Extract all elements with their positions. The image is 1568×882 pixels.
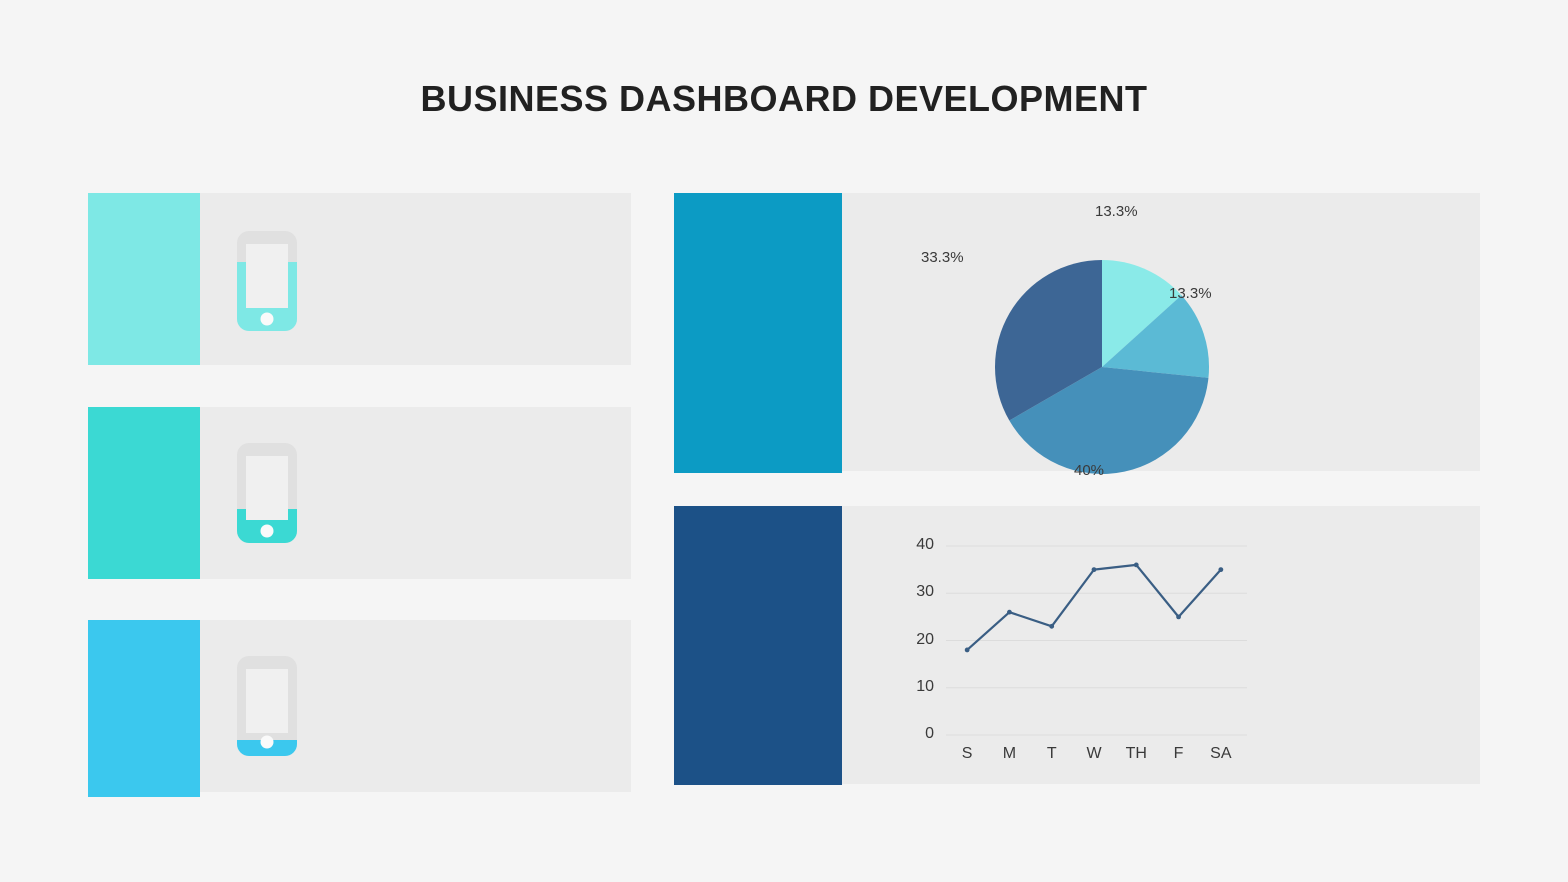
line-chart-svg — [946, 545, 1247, 736]
mobile-phone-icon — [235, 654, 299, 758]
pie-slice-label-3: 33.3% — [921, 249, 964, 266]
line-chart-accent-block — [674, 506, 842, 785]
line-series[interactable] — [966, 563, 1222, 652]
pie-slice-2[interactable] — [1009, 367, 1209, 474]
line-chart[interactable]: 0 10 20 30 40 S M T W TH F SA — [842, 506, 1480, 784]
data-point-W[interactable] — [1091, 567, 1097, 573]
data-point-SA[interactable] — [1218, 567, 1224, 573]
y-axis-tick-40: 40 — [916, 536, 934, 553]
data-point-M[interactable] — [1007, 609, 1012, 615]
y-axis-tick-10: 10 — [916, 677, 934, 695]
pie-chart-accent-block — [674, 193, 842, 473]
line-chart-card[interactable] — [842, 506, 1480, 784]
x-axis-tick-S: S — [961, 745, 973, 762]
mobile-card-2-accent-block — [88, 407, 200, 579]
x-axis-tick-TH: TH — [1125, 745, 1147, 762]
y-axis-tick-0: 0 — [925, 725, 934, 742]
data-point-T[interactable] — [1049, 623, 1055, 629]
y-axis-tick-20: 20 — [916, 630, 934, 648]
pie-slice-1[interactable] — [1102, 295, 1209, 378]
x-axis-tick-W: W — [1086, 745, 1102, 762]
data-point-S[interactable] — [964, 647, 970, 653]
pie-slice-label-2: 40% — [1074, 462, 1105, 479]
pie-chart-svg — [995, 260, 1209, 474]
x-axis-tick-F: F — [1173, 745, 1184, 762]
pie-slice-label-1: 13.3% — [1169, 285, 1212, 302]
mobile-card-3-accent-block — [88, 620, 200, 797]
page-title: BUSINESS DASHBOARD DEVELOPMENT — [420, 78, 1148, 119]
data-point-TH[interactable] — [1133, 562, 1139, 568]
pie-slice-3[interactable] — [995, 260, 1102, 421]
x-axis-tick-SA: SA — [1210, 745, 1232, 762]
mobile-phone-icon — [235, 229, 299, 333]
mobile-phone-icon — [235, 441, 299, 545]
y-axis-tick-30: 30 — [916, 583, 934, 601]
pie-slice-0[interactable] — [1102, 260, 1182, 367]
x-axis-tick-M: M — [1002, 745, 1017, 762]
pie-chart[interactable]: 13.3% 13.3% 40% 33.3% — [842, 190, 1480, 480]
x-axis-tick-T: T — [1046, 745, 1057, 762]
mobile-card-1-accent-block — [88, 193, 200, 365]
data-point-F[interactable] — [1176, 614, 1181, 620]
pie-slice-label-0: 13.3% — [1095, 203, 1138, 220]
